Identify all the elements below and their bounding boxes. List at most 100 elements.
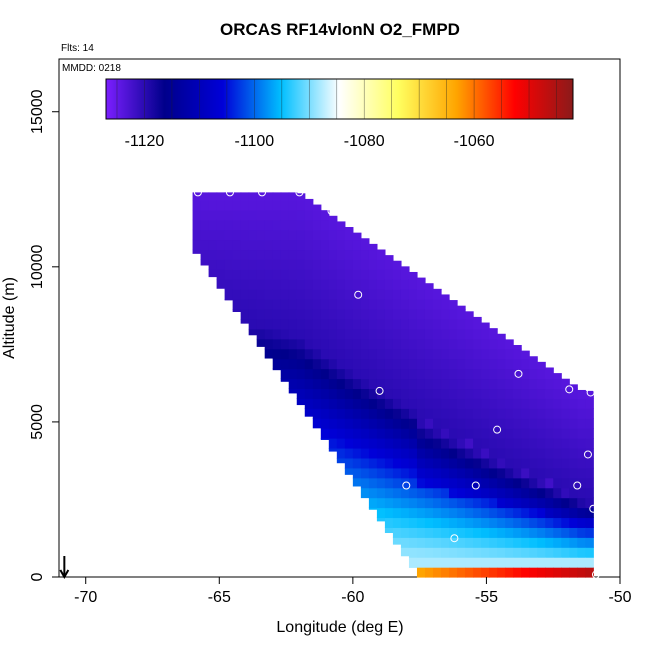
heatmap-cell bbox=[384, 309, 394, 320]
heatmap-cell bbox=[513, 497, 522, 509]
heatmap-cell bbox=[545, 537, 554, 548]
heatmap-cell bbox=[360, 289, 370, 300]
heatmap-cell bbox=[416, 289, 426, 300]
heatmap-cell bbox=[497, 477, 506, 489]
heatmap-cell bbox=[312, 338, 322, 350]
heatmap-cell bbox=[465, 547, 474, 558]
heatmap-cell bbox=[416, 279, 426, 290]
heatmap-cell bbox=[224, 209, 234, 221]
heatmap-cell bbox=[569, 457, 578, 469]
heatmap-cell bbox=[240, 249, 250, 260]
heatmap-cell bbox=[256, 249, 266, 260]
heatmap-cell bbox=[497, 447, 506, 459]
heatmap-cell bbox=[408, 398, 418, 409]
heatmap-cell bbox=[312, 418, 322, 429]
heatmap-cell bbox=[352, 318, 362, 330]
heatmap-cell bbox=[360, 457, 370, 469]
heatmap-cell bbox=[497, 333, 506, 340]
heatmap-cell bbox=[224, 229, 234, 241]
heatmap-cell bbox=[481, 368, 490, 380]
heatmap-cell bbox=[497, 428, 506, 439]
heatmap-cell bbox=[328, 269, 338, 280]
sample-point bbox=[258, 188, 267, 197]
heatmap-cell bbox=[408, 338, 418, 350]
heatmap-cell bbox=[296, 328, 306, 340]
heatmap-cell bbox=[336, 221, 346, 231]
heatmap-cell bbox=[264, 219, 274, 231]
heatmap-cell bbox=[416, 318, 426, 330]
heatmap-cell bbox=[457, 318, 466, 330]
heatmap-cell bbox=[553, 467, 562, 479]
heatmap-cell bbox=[465, 398, 474, 409]
heatmap-cell bbox=[288, 219, 298, 231]
heatmap-cell bbox=[441, 567, 450, 578]
heatmap-cell bbox=[489, 408, 498, 419]
heatmap-cell bbox=[312, 398, 322, 409]
heatmap-cell bbox=[441, 309, 450, 320]
heatmap-cell bbox=[433, 328, 442, 340]
heatmap-cell bbox=[473, 497, 482, 509]
heatmap-cell bbox=[360, 477, 370, 489]
heatmap-cell bbox=[360, 438, 370, 449]
heatmap-cell bbox=[360, 318, 370, 330]
heatmap-cell bbox=[481, 388, 490, 399]
heatmap-cell bbox=[264, 299, 274, 310]
heatmap-cell bbox=[344, 299, 354, 310]
heatmap-cell bbox=[553, 428, 562, 439]
heatmap-cell bbox=[408, 557, 418, 568]
heatmap-cell bbox=[360, 378, 370, 390]
heatmap-cell bbox=[328, 299, 338, 310]
heatmap-cell bbox=[561, 467, 570, 479]
heatmap-cell bbox=[416, 547, 426, 558]
heatmap-cell bbox=[384, 408, 394, 419]
heatmap-cell bbox=[489, 527, 498, 538]
sample-point bbox=[591, 570, 600, 579]
heatmap-cell bbox=[521, 547, 530, 558]
heatmap-cell bbox=[384, 338, 394, 350]
heatmap-cell bbox=[505, 497, 514, 509]
heatmap-cell bbox=[577, 487, 586, 499]
heatmap-cell bbox=[264, 279, 274, 290]
heatmap-cell bbox=[240, 299, 250, 310]
heatmap-cell bbox=[392, 318, 402, 330]
heatmap-cell bbox=[505, 547, 514, 558]
heatmap-cell bbox=[296, 259, 306, 270]
heatmap-cell bbox=[376, 467, 386, 479]
heatmap-cell bbox=[481, 378, 490, 390]
heatmap-cell bbox=[320, 438, 330, 440]
heatmap-cell bbox=[336, 378, 346, 390]
heatmap-cell bbox=[224, 239, 234, 251]
heatmap-cell bbox=[192, 239, 202, 251]
heatmap-cell bbox=[352, 309, 362, 320]
heatmap-cell bbox=[441, 467, 450, 479]
heatmap-cell bbox=[288, 318, 298, 330]
heatmap-cell bbox=[433, 497, 442, 509]
heatmap-cell bbox=[545, 497, 554, 509]
heatmap-cell bbox=[336, 318, 346, 330]
y-tick-label: 15000 bbox=[29, 89, 46, 134]
heatmap-cell bbox=[433, 457, 442, 469]
heatmap-cell bbox=[529, 567, 538, 578]
heatmap-cell bbox=[392, 517, 402, 528]
heatmap-cell bbox=[561, 378, 570, 390]
heatmap-cell bbox=[400, 517, 410, 528]
heatmap-cell bbox=[376, 318, 386, 330]
heatmap-cell bbox=[312, 328, 322, 340]
heatmap-cell bbox=[360, 238, 370, 241]
heatmap-cell bbox=[585, 457, 594, 469]
heatmap-cell bbox=[433, 527, 442, 538]
colorbar-tick-label: -1080 bbox=[344, 133, 385, 150]
heatmap-cell bbox=[553, 398, 562, 409]
heatmap-cell bbox=[256, 259, 266, 270]
heatmap-cell bbox=[376, 418, 386, 429]
heatmap-cell bbox=[368, 269, 378, 280]
heatmap-cell bbox=[352, 289, 362, 300]
heatmap-cell bbox=[577, 457, 586, 469]
arrow-marker bbox=[59, 556, 70, 580]
heatmap-cell bbox=[441, 537, 450, 548]
heatmap-cell bbox=[312, 229, 322, 241]
heatmap-cell bbox=[272, 229, 282, 241]
heatmap-cell bbox=[424, 378, 434, 390]
heatmap-cell bbox=[288, 239, 298, 251]
heatmap-cell bbox=[481, 477, 490, 489]
